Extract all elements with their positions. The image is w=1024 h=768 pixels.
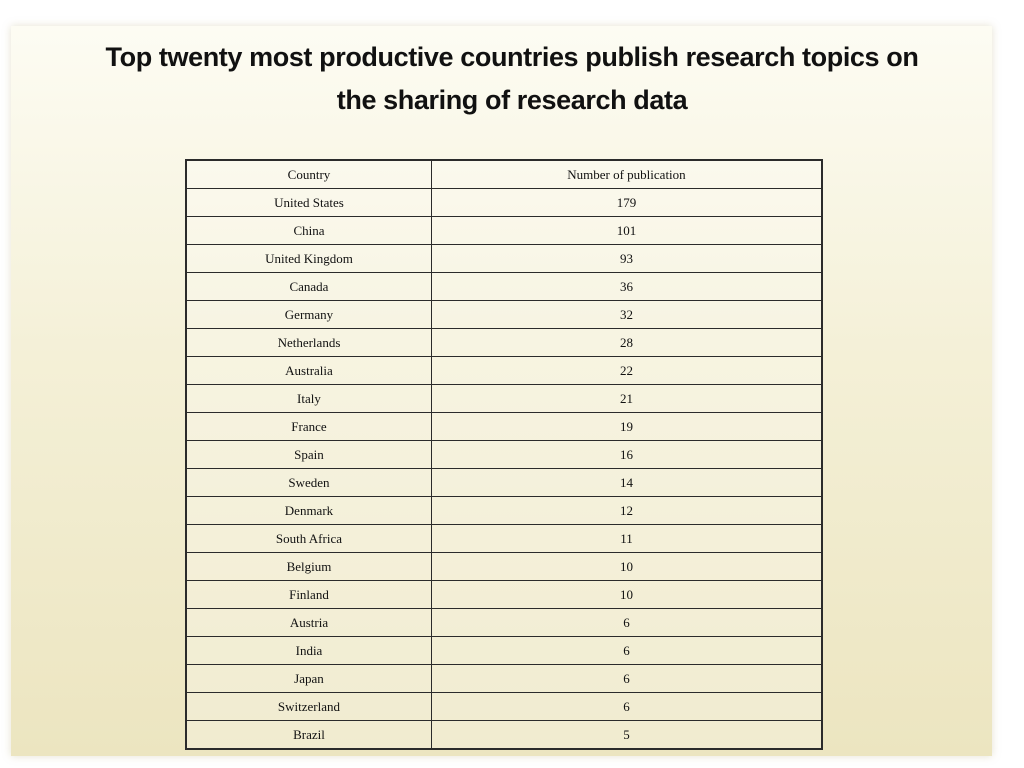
table-row: United Kingdom 93 xyxy=(185,244,823,273)
table-row: Brazil 5 xyxy=(185,720,823,750)
country-cell: Netherlands xyxy=(185,328,432,357)
country-cell: Austria xyxy=(185,608,432,637)
header-country: Country xyxy=(185,159,432,189)
publication-count-cell: 12 xyxy=(430,496,823,525)
country-cell: Australia xyxy=(185,356,432,385)
table-row: Denmark 12 xyxy=(185,496,823,525)
publication-count-cell: 11 xyxy=(430,524,823,553)
country-cell: Japan xyxy=(185,664,432,693)
table-row: Belgium 10 xyxy=(185,552,823,581)
title-line-1: Top twenty most productive countries pub… xyxy=(105,42,919,72)
table-row: United States 179 xyxy=(185,188,823,217)
publication-count-cell: 6 xyxy=(430,608,823,637)
publication-count-cell: 28 xyxy=(430,328,823,357)
table-row: France 19 xyxy=(185,412,823,441)
table-row: Finland 10 xyxy=(185,580,823,609)
table-row: South Africa 11 xyxy=(185,524,823,553)
header-number-of-publication: Number of publication xyxy=(430,159,823,189)
table-row: Switzerland 6 xyxy=(185,692,823,721)
country-cell: Spain xyxy=(185,440,432,469)
title-line-2: the sharing of research data xyxy=(336,85,688,115)
country-cell: Finland xyxy=(185,580,432,609)
slide-title: Top twenty most productive countries pub… xyxy=(0,36,1024,122)
country-cell: France xyxy=(185,412,432,441)
publication-count-cell: 19 xyxy=(430,412,823,441)
table-row: Canada 36 xyxy=(185,272,823,301)
publication-count-cell: 21 xyxy=(430,384,823,413)
country-cell: Sweden xyxy=(185,468,432,497)
publication-count-cell: 6 xyxy=(430,636,823,665)
country-cell: China xyxy=(185,216,432,245)
publication-count-cell: 16 xyxy=(430,440,823,469)
table-row: India 6 xyxy=(185,636,823,665)
table-row: Italy 21 xyxy=(185,384,823,413)
country-cell: Switzerland xyxy=(185,692,432,721)
table-row: Germany 32 xyxy=(185,300,823,329)
country-cell: South Africa xyxy=(185,524,432,553)
table-header-row: Country Number of publication xyxy=(185,159,823,189)
publication-count-cell: 22 xyxy=(430,356,823,385)
country-cell: Italy xyxy=(185,384,432,413)
country-cell: United States xyxy=(185,188,432,217)
table-row: Austria 6 xyxy=(185,608,823,637)
publication-count-cell: 32 xyxy=(430,300,823,329)
country-cell: Canada xyxy=(185,272,432,301)
publication-count-cell: 10 xyxy=(430,552,823,581)
table-body: United States 179 China 101 United Kingdom 93… xyxy=(185,188,823,750)
country-cell: United Kingdom xyxy=(185,244,432,273)
publication-table: Country Number of publication United Sta… xyxy=(185,159,823,750)
table-row: China 101 xyxy=(185,216,823,245)
table-row: Sweden 14 xyxy=(185,468,823,497)
country-cell: Brazil xyxy=(185,720,432,750)
publication-count-cell: 101 xyxy=(430,216,823,245)
publication-count-cell: 14 xyxy=(430,468,823,497)
publication-count-cell: 10 xyxy=(430,580,823,609)
table-row: Australia 22 xyxy=(185,356,823,385)
table-row: Netherlands 28 xyxy=(185,328,823,357)
publication-count-cell: 179 xyxy=(430,188,823,217)
publication-count-cell: 93 xyxy=(430,244,823,273)
publication-count-cell: 36 xyxy=(430,272,823,301)
country-cell: India xyxy=(185,636,432,665)
country-cell: Denmark xyxy=(185,496,432,525)
publication-count-cell: 5 xyxy=(430,720,823,750)
publication-count-cell: 6 xyxy=(430,664,823,693)
publication-count-cell: 6 xyxy=(430,692,823,721)
country-cell: Belgium xyxy=(185,552,432,581)
table-row: Spain 16 xyxy=(185,440,823,469)
table-row: Japan 6 xyxy=(185,664,823,693)
country-cell: Germany xyxy=(185,300,432,329)
